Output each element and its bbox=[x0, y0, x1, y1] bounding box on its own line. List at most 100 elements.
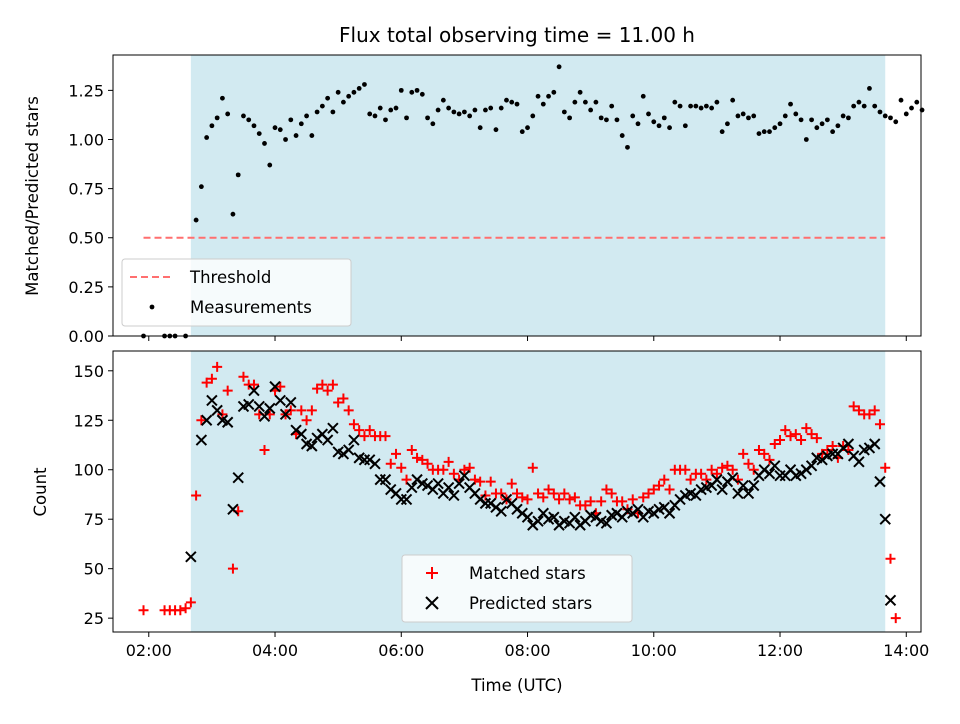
predicted-stars-point bbox=[884, 594, 897, 607]
measurement-point bbox=[383, 117, 388, 123]
matched-stars-point bbox=[385, 458, 396, 469]
matched-stars-point bbox=[559, 488, 570, 499]
matched-stars-point bbox=[685, 474, 696, 485]
matched-stars-point bbox=[259, 444, 270, 455]
measurement-point bbox=[572, 99, 578, 105]
matched-stars-point bbox=[554, 494, 565, 505]
matched-stars-point bbox=[743, 458, 754, 469]
predicted-stars-point bbox=[726, 471, 739, 484]
predicted-stars-point bbox=[853, 456, 865, 468]
measurement-point bbox=[803, 137, 809, 142]
matched-stars-point bbox=[354, 425, 365, 436]
matched-stars-point bbox=[180, 603, 191, 614]
predicted-stars-point bbox=[206, 394, 218, 407]
top-y-tick-label: 1.25 bbox=[68, 81, 104, 100]
matched-stars-point bbox=[801, 423, 812, 434]
measurement-point bbox=[793, 111, 799, 117]
bottom-marks bbox=[138, 361, 901, 624]
top-y-tick-label: 0.25 bbox=[68, 278, 104, 297]
matched-stars-point bbox=[527, 462, 538, 473]
matched-stars-point bbox=[890, 613, 901, 624]
matched-stars-point bbox=[548, 488, 559, 499]
top-chart-title: Flux total observing time = 11.00 h bbox=[339, 23, 695, 47]
predicted-stars-point bbox=[842, 438, 855, 450]
predicted-stars-point bbox=[442, 481, 455, 494]
measurement-point bbox=[461, 109, 467, 115]
matched-stars-point bbox=[364, 425, 375, 436]
matched-stars-point bbox=[391, 448, 402, 459]
matched-stars-point bbox=[412, 452, 423, 463]
matched-stars-point bbox=[417, 454, 428, 465]
predicted-stars-point bbox=[879, 513, 891, 525]
measurement-point bbox=[430, 121, 436, 127]
measurement-point bbox=[309, 133, 315, 138]
matched-stars-point bbox=[869, 405, 880, 416]
matched-stars-point bbox=[880, 462, 891, 473]
measurement-point bbox=[667, 125, 672, 131]
measurement-point bbox=[362, 82, 367, 87]
matched-stars-point bbox=[238, 371, 249, 382]
measurement-point bbox=[656, 123, 662, 129]
measurement-point bbox=[272, 125, 278, 131]
measurement-point bbox=[198, 184, 204, 190]
matched-stars-point bbox=[322, 385, 333, 396]
measurement-point bbox=[214, 115, 220, 121]
top-y-axis-label: Matched/Predicted stars bbox=[23, 96, 42, 296]
measurement-point bbox=[498, 105, 504, 111]
matched-stars-point bbox=[275, 381, 286, 392]
measurement-point bbox=[893, 119, 899, 125]
measurement-point bbox=[393, 105, 399, 111]
matched-stars-point bbox=[706, 464, 717, 475]
measurement-point bbox=[888, 115, 893, 121]
measurement-point bbox=[846, 115, 851, 121]
measurement-point bbox=[235, 172, 241, 178]
predicted-stars-point bbox=[874, 475, 886, 488]
matched-stars-point bbox=[533, 488, 544, 499]
predicted-legend-swatch bbox=[425, 596, 439, 610]
matched-stars-point bbox=[459, 464, 470, 475]
measurement-point bbox=[740, 111, 746, 117]
top-legend-box bbox=[121, 258, 352, 327]
measurement-point bbox=[735, 113, 741, 119]
measurement-point bbox=[525, 125, 530, 131]
matched-stars-point bbox=[796, 435, 807, 446]
x-tick-label: 02:00 bbox=[126, 641, 172, 660]
measurement-point bbox=[798, 117, 804, 123]
measurement-point bbox=[262, 141, 267, 146]
measurement-point bbox=[241, 113, 246, 119]
predicted-stars-point bbox=[379, 473, 392, 486]
predicted-stars-point bbox=[769, 460, 781, 472]
measurement-point bbox=[777, 121, 783, 127]
predicted-stars-point bbox=[321, 434, 334, 446]
measurement-point bbox=[556, 64, 562, 70]
matched-stars-point bbox=[601, 484, 612, 495]
measurement-point bbox=[682, 123, 688, 129]
predicted-stars-point bbox=[448, 489, 460, 502]
measurement-point bbox=[341, 99, 346, 105]
x-tick-label: 06:00 bbox=[378, 641, 424, 660]
predicted-stars-point bbox=[200, 414, 213, 426]
matched-stars-point bbox=[327, 379, 338, 390]
matched-stars-point bbox=[538, 492, 549, 503]
matched-stars-point bbox=[701, 474, 712, 485]
predicted-stars-point bbox=[306, 440, 318, 452]
matched-stars-point bbox=[185, 597, 196, 608]
matched-stars-point bbox=[196, 415, 207, 426]
measurement-point bbox=[867, 86, 872, 91]
predicted-stars-point bbox=[453, 477, 465, 490]
predicted-stars-point bbox=[285, 396, 297, 409]
matched-stars-point bbox=[448, 468, 459, 479]
matched-stars-point bbox=[753, 444, 764, 455]
measurement-point bbox=[193, 217, 199, 223]
predicted-stars-point bbox=[327, 422, 339, 434]
measurement-point bbox=[367, 111, 373, 117]
bottom-axes-frame bbox=[112, 350, 922, 633]
matched-stars-point bbox=[853, 405, 864, 416]
matched-stars-point bbox=[811, 433, 822, 444]
matched-stars-point bbox=[438, 464, 449, 475]
measurement-point bbox=[419, 91, 425, 97]
measurements-legend-swatch bbox=[149, 304, 155, 310]
predicted-stars-point bbox=[406, 481, 418, 494]
measurement-point bbox=[625, 144, 630, 150]
